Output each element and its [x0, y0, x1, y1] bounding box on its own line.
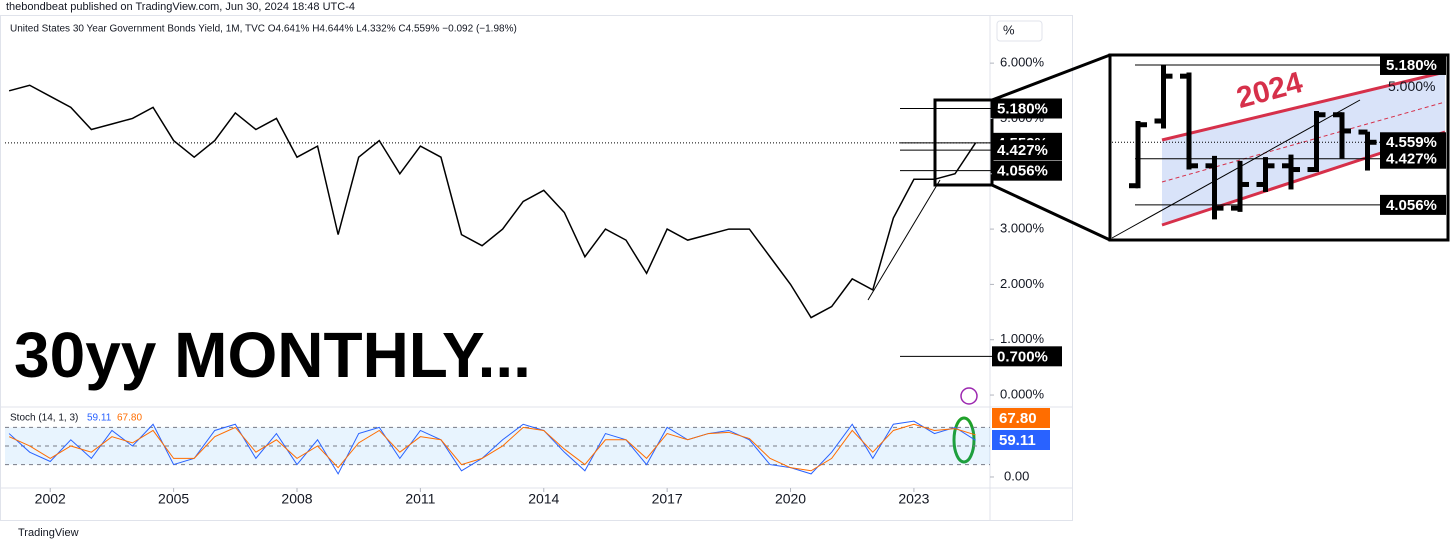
x-tick-label: 2014: [528, 491, 559, 507]
subtitle: United States 30 Year Government Bonds Y…: [10, 24, 517, 35]
stoch-label: 67.80: [999, 410, 1037, 427]
price-label: 4.056%: [1386, 197, 1437, 214]
price-label-box: [992, 346, 1062, 367]
x-tick-label: 2023: [898, 491, 929, 507]
line-series: [8, 420, 976, 475]
price-label-box: [1380, 148, 1446, 169]
zoom-connector: [991, 53, 1111, 102]
price-label-box: [992, 98, 1062, 119]
y-tick-label: 0.000%: [1000, 386, 1045, 401]
stoch-d-legend: 67.80: [117, 413, 142, 424]
price-label: 5.180%: [997, 100, 1048, 117]
price-label-box: [992, 160, 1062, 181]
price-label-box: [992, 140, 1062, 161]
price-label-box: [1380, 54, 1446, 75]
headline: 30yy MONTHLY...: [14, 319, 531, 391]
price-label: 4.427%: [997, 142, 1048, 159]
channel-mid: [1161, 101, 1446, 183]
line-series: [8, 84, 977, 319]
price-label-box: [1380, 132, 1446, 153]
price-label: 0.700%: [997, 348, 1048, 365]
chart-frame: [0, 15, 1073, 521]
x-tick-label: 2011: [405, 491, 435, 507]
brand: TradingView: [18, 527, 79, 539]
trend-line: [867, 179, 941, 301]
x-tick-label: 2017: [652, 491, 683, 507]
y-tick-label: 3.000%: [1000, 221, 1045, 236]
channel-line: [1161, 70, 1446, 142]
stoch-label-box: [992, 408, 1050, 428]
channel-fill: [1162, 72, 1445, 225]
highlight-ellipse: [952, 416, 976, 464]
y-tick-label: 5.000%: [1388, 78, 1435, 94]
price-label-box: [1380, 194, 1446, 215]
alert-icon[interactable]: [960, 387, 978, 405]
zoom-connector: [991, 183, 1111, 242]
y-tick-label: 6.000%: [1000, 55, 1045, 70]
y-tick-label: 1.000%: [1000, 331, 1045, 346]
y-tick-label: 2.000%: [1000, 276, 1045, 291]
y-tick-label: 0.00: [1004, 468, 1029, 483]
x-tick-label: 2005: [158, 491, 189, 507]
x-tick-label: 2002: [35, 491, 66, 507]
stoch-title: Stoch (14, 1, 3): [10, 413, 78, 424]
x-tick-label: 2020: [775, 491, 806, 507]
unit: %: [1003, 22, 1015, 37]
stoch-label-box: [992, 430, 1050, 450]
stoch-label: 59.11: [999, 432, 1036, 449]
publisher: thebondbeat published on TradingView.com…: [6, 1, 355, 13]
stoch-k-legend: 59.11: [87, 413, 112, 424]
x-tick-label: 2008: [281, 491, 312, 507]
unit-box: [996, 20, 1043, 42]
line-series: [8, 423, 976, 472]
price-label: 4.559%: [1386, 134, 1437, 151]
price-label: 5.180%: [1386, 57, 1437, 74]
price-label: 4.427%: [1386, 151, 1437, 168]
price-label: 4.056%: [997, 163, 1048, 180]
